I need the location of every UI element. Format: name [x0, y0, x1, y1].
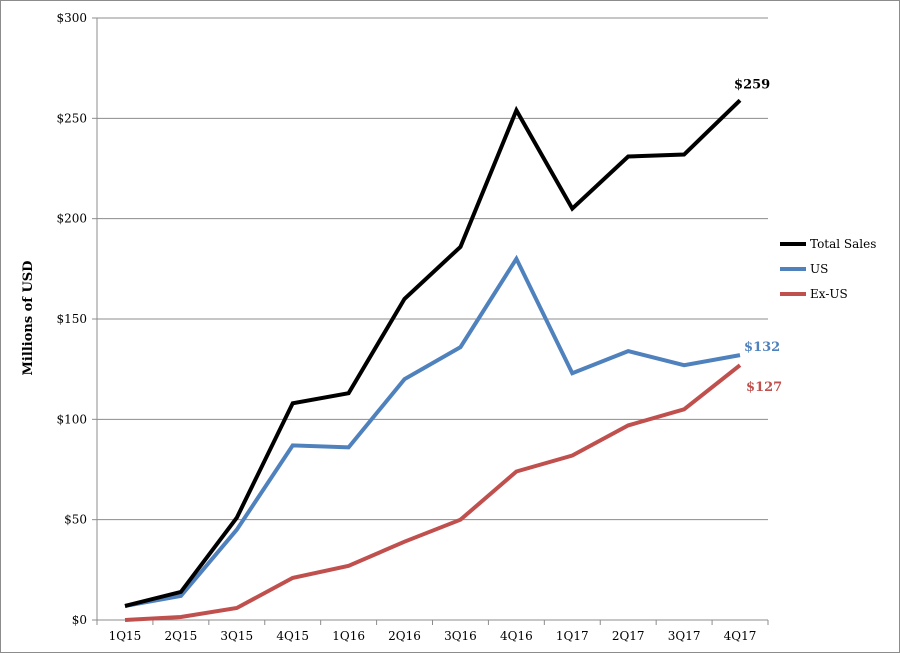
y-tick-label: $150 — [56, 312, 87, 326]
legend-label: US — [810, 262, 828, 276]
x-axis-tick-labels: 1Q15 2Q15 3Q15 4Q15 1Q16 2Q16 3Q16 4Q16 1Q17 2Q17… — [109, 629, 757, 643]
series-line-ex-us — [124, 363, 742, 622]
legend: Total Sales US Ex-US — [780, 237, 876, 301]
end-label: $127 — [746, 380, 782, 395]
series-line-us — [124, 254, 741, 608]
y-tick-label: $200 — [56, 212, 87, 226]
axes — [96, 18, 769, 625]
x-tick-label: 2Q15 — [165, 629, 198, 643]
y-tick-label: $300 — [56, 11, 87, 25]
x-tick-label: 2Q17 — [612, 629, 645, 643]
x-tick-label: 4Q16 — [500, 629, 533, 643]
x-tick-label: 1Q15 — [109, 629, 142, 643]
series-lines — [124, 98, 742, 622]
y-tick-label: $250 — [56, 111, 87, 125]
series-line-total-sales — [124, 98, 742, 608]
end-labels: $259 $132 $127 — [734, 77, 782, 395]
end-label: $132 — [744, 340, 780, 355]
x-tick-label: 1Q16 — [332, 629, 365, 643]
x-tick-label: 3Q16 — [444, 629, 477, 643]
x-tick-label: 4Q15 — [276, 629, 309, 643]
gridlines — [92, 17, 768, 621]
y-tick-label: $100 — [56, 412, 87, 426]
x-tick-label: 4Q17 — [724, 629, 757, 643]
x-tick-label: 3Q17 — [668, 629, 701, 643]
end-label: $259 — [734, 77, 770, 92]
y-tick-label: $50 — [64, 513, 87, 527]
x-tick-label: 1Q17 — [556, 629, 589, 643]
y-axis-tick-labels: $0 $50 $100 $150 $200 $250 $300 — [56, 11, 87, 627]
y-axis-title: Millions of USD — [21, 261, 36, 376]
legend-label: Ex-US — [810, 287, 848, 301]
x-tick-label: 2Q16 — [388, 629, 421, 643]
legend-label: Total Sales — [810, 237, 876, 251]
x-tick-label: 3Q15 — [220, 629, 253, 643]
y-tick-label: $0 — [72, 613, 87, 627]
